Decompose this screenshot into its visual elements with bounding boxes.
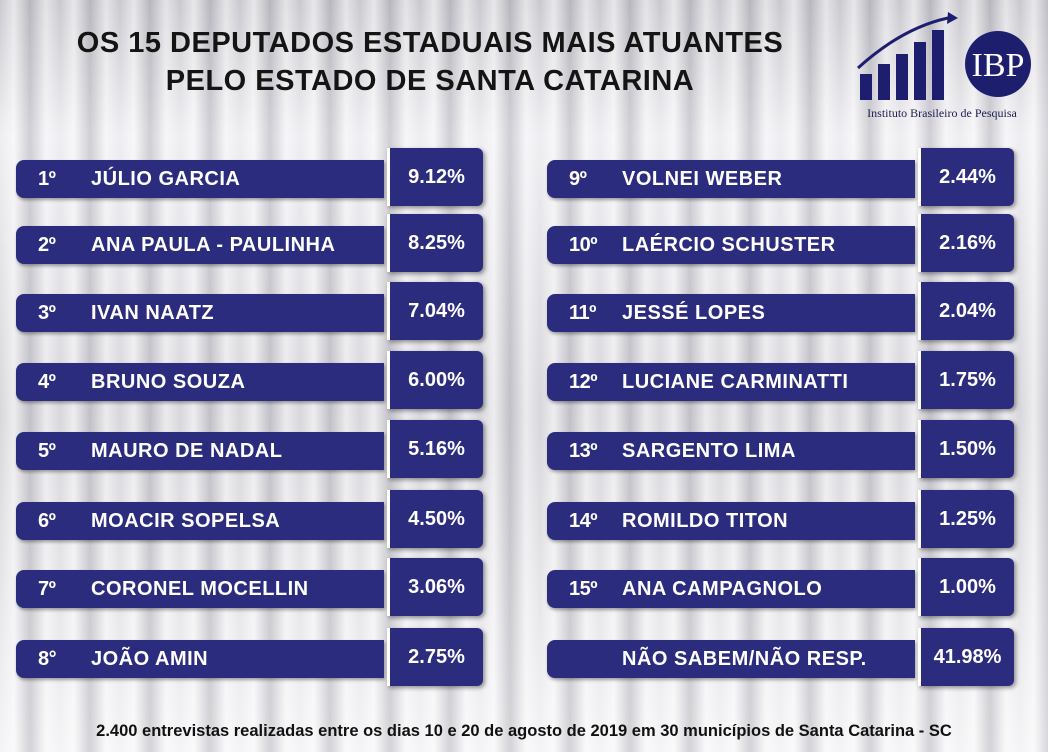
deputy-name: JESSÉ LOPES [622, 302, 766, 324]
deputy-name: CORONEL MOCELLIN [91, 578, 309, 600]
name-bar: 15º ANA CAMPAGNOLO [547, 570, 915, 608]
ranking-row: 5º MAURO DE NADAL 5.16% [16, 420, 486, 480]
ranking-row: NÃO SABEM/NÃO RESP. 41.98% [547, 628, 1017, 688]
percent-box: 2.44% [918, 148, 1014, 206]
ranking-row: 3º IVAN NAATZ 7.04% [16, 282, 486, 342]
name-bar: 2º ANA PAULA - PAULINHA [16, 226, 384, 264]
name-bar: 12º LUCIANE CARMINATTI [547, 363, 915, 401]
ranking-row: 1º JÚLIO GARCIA 9.12% [16, 148, 486, 208]
rank-label: 11º [569, 302, 596, 324]
name-bar: 14º ROMILDO TITON [547, 502, 915, 540]
percent-box: 5.16% [387, 420, 483, 478]
page-title: OS 15 DEPUTADOS ESTADUAIS MAIS ATUANTES … [0, 24, 860, 100]
percent-box: 2.16% [918, 214, 1014, 272]
deputy-name: MOACIR SOPELSA [91, 510, 281, 532]
title-line-1: OS 15 DEPUTADOS ESTADUAIS MAIS ATUANTES [76, 27, 784, 59]
deputy-name: JÚLIO GARCIA [91, 168, 241, 190]
deputy-name: JOÃO AMIN [91, 648, 209, 670]
deputy-name: ANA PAULA - PAULINHA [91, 234, 336, 256]
percent-box: 1.00% [918, 558, 1014, 616]
rank-label: 2º [38, 234, 56, 256]
rank-label: 8° [38, 648, 57, 670]
deputy-name: ANA CAMPAGNOLO [622, 578, 823, 600]
percent-box: 4.50% [387, 490, 483, 548]
percent-box: 1.75% [918, 351, 1014, 409]
ranking-row: 14º ROMILDO TITON 1.25% [547, 490, 1017, 550]
name-bar: 4º BRUNO SOUZA [16, 363, 384, 401]
percent-box: 41.98% [918, 628, 1014, 686]
rank-label: 12º [569, 371, 598, 393]
ranking-row: 15º ANA CAMPAGNOLO 1.00% [547, 558, 1017, 618]
deputy-name: LAÉRCIO SCHUSTER [622, 234, 836, 256]
logo-letters: IBP [972, 47, 1025, 84]
percent-box: 9.12% [387, 148, 483, 206]
ranking-row: 4º BRUNO SOUZA 6.00% [16, 351, 486, 411]
percent-box: 2.75% [387, 628, 483, 686]
ranking-row: 11º JESSÉ LOPES 2.04% [547, 282, 1017, 342]
ranking-row: 12º LUCIANE CARMINATTI 1.75% [547, 351, 1017, 411]
name-bar: NÃO SABEM/NÃO RESP. [547, 640, 915, 678]
rank-label: 10º [569, 234, 598, 256]
name-bar: 13º SARGENTO LIMA [547, 432, 915, 470]
rank-label: 13º [569, 440, 598, 462]
percent-box: 8.25% [387, 214, 483, 272]
ibp-logo: IBP Instituto Brasileiro de Pesquisa [852, 8, 1032, 126]
percent-box: 6.00% [387, 351, 483, 409]
ranking-row: 6º MOACIR SOPELSA 4.50% [16, 490, 486, 550]
percent-box: 3.06% [387, 558, 483, 616]
name-bar: 5º MAURO DE NADAL [16, 432, 384, 470]
deputy-name: MAURO DE NADAL [91, 440, 283, 462]
percent-box: 2.04% [918, 282, 1014, 340]
ranking-row: 2º ANA PAULA - PAULINHA 8.25% [16, 214, 486, 274]
name-bar: 6º MOACIR SOPELSA [16, 502, 384, 540]
deputy-name: IVAN NAATZ [91, 302, 215, 324]
name-bar: 3º IVAN NAATZ [16, 294, 384, 332]
rank-label: 5º [38, 440, 56, 462]
deputy-name: NÃO SABEM/NÃO RESP. [622, 648, 867, 670]
rank-label: 14º [569, 510, 598, 532]
deputy-name: ROMILDO TITON [622, 510, 789, 532]
ranking-row: 9º VOLNEI WEBER 2.44% [547, 148, 1017, 208]
name-bar: 1º JÚLIO GARCIA [16, 160, 384, 198]
name-bar: 8° JOÃO AMIN [16, 640, 384, 678]
logo-subtitle: Instituto Brasileiro de Pesquisa [867, 106, 1017, 120]
deputy-name: VOLNEI WEBER [622, 168, 783, 190]
deputy-name: SARGENTO LIMA [622, 440, 796, 462]
ranking-row: 13º SARGENTO LIMA 1.50% [547, 420, 1017, 480]
rank-label: 4º [38, 371, 56, 393]
footer-note: 2.400 entrevistas realizadas entre os di… [96, 722, 952, 740]
rank-label: 1º [38, 168, 56, 190]
deputy-name: LUCIANE CARMINATTI [622, 371, 849, 393]
name-bar: 10º LAÉRCIO SCHUSTER [547, 226, 915, 264]
deputy-name: BRUNO SOUZA [91, 371, 246, 393]
rank-label: 15º [569, 578, 598, 600]
name-bar: 7º CORONEL MOCELLIN [16, 570, 384, 608]
rank-label: 3º [38, 302, 56, 324]
percent-box: 7.04% [387, 282, 483, 340]
title-line-2: PELO ESTADO DE SANTA CATARINA [165, 65, 695, 97]
rank-label: 7º [38, 578, 56, 600]
bar-chart-arrow-icon: IBP [856, 12, 1031, 100]
ranking-row: 10º LAÉRCIO SCHUSTER 2.16% [547, 214, 1017, 274]
percent-box: 1.50% [918, 420, 1014, 478]
rank-label: 9º [569, 168, 587, 190]
rank-label: 6º [38, 510, 56, 532]
name-bar: 11º JESSÉ LOPES [547, 294, 915, 332]
ranking-row: 7º CORONEL MOCELLIN 3.06% [16, 558, 486, 618]
name-bar: 9º VOLNEI WEBER [547, 160, 915, 198]
ranking-row: 8° JOÃO AMIN 2.75% [16, 628, 486, 688]
percent-box: 1.25% [918, 490, 1014, 548]
